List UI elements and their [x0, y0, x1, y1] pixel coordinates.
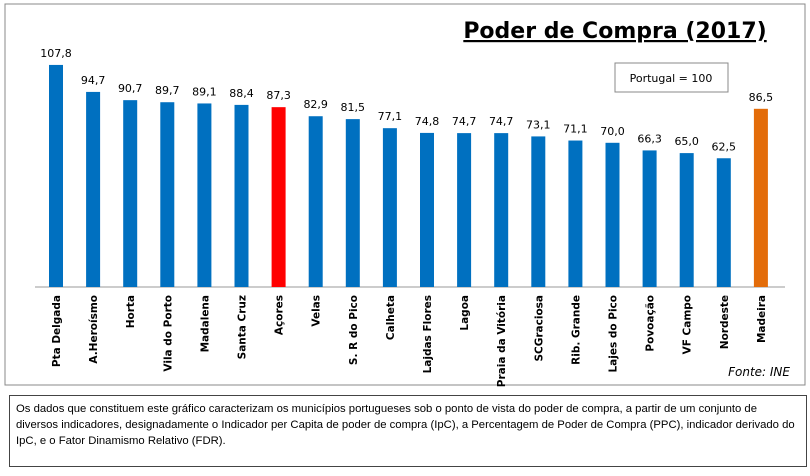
x-tick-label: Lajdas Flores: [422, 295, 434, 373]
x-tick-label: Lagoa: [459, 295, 471, 331]
annotation-box: [614, 62, 729, 93]
x-tick-label: VF Campo: [682, 295, 694, 354]
bar: [642, 150, 657, 287]
bar: [86, 91, 101, 287]
value-label: 90,7: [118, 82, 143, 95]
chart: Poder de Compra (2017) Portugal = 100 Fo…: [4, 3, 806, 387]
value-label: 82,9: [303, 98, 328, 111]
x-tick-label: Lajes do Pico: [608, 295, 620, 373]
value-label: 74,7: [489, 115, 514, 128]
bar: [308, 116, 323, 287]
bar: [123, 100, 138, 288]
value-label: 87,3: [266, 89, 291, 102]
x-tick-label: Vila do Porto: [162, 295, 174, 372]
bar: [753, 108, 768, 287]
value-label: 81,5: [341, 101, 366, 114]
value-label: 89,7: [155, 84, 180, 97]
value-label: 62,5: [712, 140, 737, 153]
value-label: 89,1: [192, 85, 217, 98]
bar: [605, 142, 620, 287]
x-tick-label: Santa Cruz: [237, 295, 249, 359]
bar: [679, 153, 694, 287]
value-label: 70,0: [600, 125, 625, 138]
x-tick-label: S. R do Pico: [348, 295, 360, 365]
annotation: Portugal = 100: [630, 72, 713, 85]
bar: [234, 104, 249, 287]
x-tick-label: Madalena: [199, 295, 211, 352]
value-label: 74,7: [452, 115, 477, 128]
x-tick-label: Açores: [274, 295, 286, 335]
x-tick-label: Horta: [125, 295, 137, 328]
x-tick-label: Pta Delgada: [51, 295, 63, 367]
bar: [494, 133, 509, 287]
value-label: 77,1: [378, 110, 403, 123]
x-tick-label: Rib. Grande: [570, 295, 582, 365]
x-tick-label: Calheta: [385, 295, 397, 340]
value-label: 94,7: [81, 74, 106, 87]
value-label: 66,3: [637, 132, 662, 145]
bar: [531, 136, 546, 287]
bar: [382, 128, 397, 287]
bar: [197, 103, 212, 287]
bar: [568, 140, 583, 287]
value-label: 86,5: [749, 91, 774, 104]
value-label: 74,8: [415, 115, 440, 128]
x-tick-label: Madeira: [756, 295, 768, 343]
x-tick-label: SCGraciosa: [533, 295, 545, 362]
value-label: 73,1: [526, 118, 551, 131]
bar: [457, 133, 472, 287]
chart-title: Poder de Compra (2017): [463, 19, 766, 44]
value-label: 65,0: [674, 135, 699, 148]
source: Fonte: INE: [728, 365, 790, 379]
x-tick-label: Nordeste: [719, 295, 731, 349]
bar: [49, 64, 63, 287]
value-label: 88,4: [229, 87, 254, 100]
x-tick-label: Velas: [311, 295, 323, 327]
bar: [160, 102, 175, 287]
value-label: 71,1: [563, 123, 588, 136]
x-tick-label: Praia da Vitória: [496, 295, 508, 387]
bar: [271, 107, 286, 287]
note: Os dados que constituem este gráfico car…: [9, 395, 807, 467]
bar: [345, 119, 360, 287]
x-tick-label: A.Heroísmo: [88, 295, 100, 364]
bar: [420, 132, 434, 287]
value-label: 107,8: [40, 47, 72, 60]
x-tick-label: Povoação: [645, 295, 657, 352]
bar: [716, 158, 731, 287]
